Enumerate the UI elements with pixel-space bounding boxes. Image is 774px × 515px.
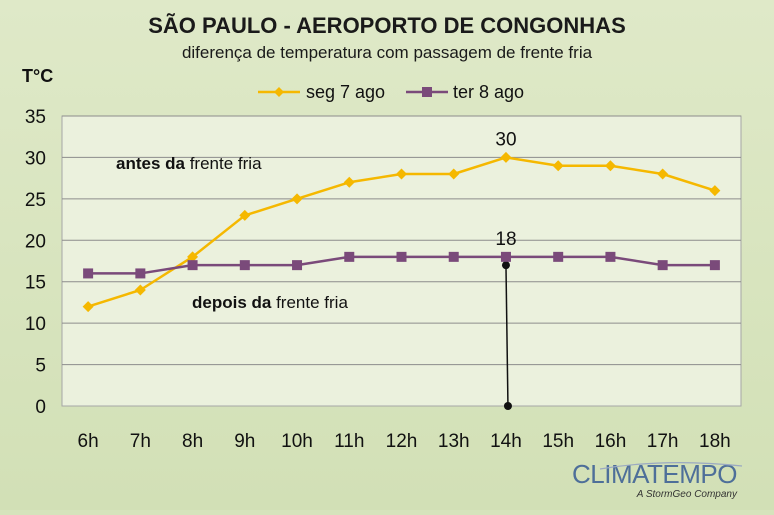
annotation-before-text: frente fria — [185, 154, 262, 173]
series-1 — [82, 151, 721, 313]
y-tick-label-25: 25 — [25, 190, 46, 211]
series-group — [82, 151, 721, 313]
y-tick-label-10: 10 — [25, 314, 46, 335]
x-tick-label-15h: 15h — [542, 431, 574, 452]
annotation-before: antes da frente fria — [116, 154, 262, 173]
point-s2-14h — [500, 251, 511, 262]
y-tick-label-20: 20 — [25, 231, 46, 252]
x-tick-labels: 6h 7h 8h 9h 10h 11h 12h 13h 14h 15h 16h 17h 18h — [78, 431, 731, 452]
y-axis-label: T°C — [22, 66, 53, 86]
x-tick-label-10h: 10h — [281, 431, 313, 452]
y-tick-label-0: 0 — [35, 397, 46, 418]
point-s2-10h — [292, 260, 303, 271]
callout-line — [501, 261, 512, 410]
legend-label-seg: seg 7 ago — [306, 82, 385, 102]
chart-subtitle: diferença de temperatura com passagem de… — [182, 43, 593, 62]
callout-dot-bottom — [503, 402, 512, 410]
point-s1-6h — [82, 301, 94, 313]
legend: seg 7 ago ter 8 ago — [258, 82, 524, 102]
point-s1-9h — [239, 209, 251, 221]
point-s1-8h — [187, 251, 199, 263]
series-2 — [83, 251, 720, 279]
x-tick-label-11h: 11h — [334, 431, 364, 452]
legend-marker-seg — [274, 87, 284, 97]
x-tick-label-13h: 13h — [438, 431, 470, 452]
chart-title: SÃO PAULO - AEROPORTO DE CONGONHAS — [148, 13, 626, 38]
gridlines — [62, 115, 741, 366]
callout-stem — [505, 265, 509, 407]
x-tick-label-6h: 6h — [78, 431, 99, 452]
point-s1-15h — [552, 160, 564, 172]
data-labels: 30 18 — [495, 129, 516, 249]
legend-marker-ter — [422, 87, 432, 97]
annotation-before-bold: antes da — [116, 154, 186, 173]
point-s2-12h — [396, 251, 407, 262]
x-tick-label-17h: 17h — [647, 431, 679, 452]
annotation-after-text: frente fria — [271, 293, 348, 312]
x-tick-label-18h: 18h — [699, 431, 731, 452]
y-tick-label-5: 5 — [35, 356, 46, 377]
point-s1-12h — [396, 168, 407, 180]
legend-label-ter: ter 8 ago — [453, 82, 524, 102]
point-s2-7h — [135, 268, 146, 279]
y-tick-label-15: 15 — [25, 273, 46, 294]
x-tick-label-14h: 14h — [490, 431, 522, 452]
data-label-30: 30 — [495, 129, 516, 150]
point-s1-17h — [657, 168, 669, 180]
x-tick-label-12h: 12h — [386, 431, 418, 452]
logo-tagline: A StormGeo Company — [636, 489, 738, 500]
point-s1-10h — [291, 193, 303, 205]
point-s2-13h — [448, 251, 459, 262]
point-s2-18h — [709, 260, 720, 271]
point-s1-7h — [134, 284, 146, 296]
point-s1-14h — [500, 151, 512, 163]
x-tick-label-8h: 8h — [182, 431, 203, 452]
y-tick-label-30: 30 — [25, 148, 46, 169]
callout-dot-top — [501, 261, 510, 270]
x-tick-label-16h: 16h — [595, 431, 627, 452]
y-tick-label-35: 35 — [25, 107, 46, 128]
point-s1-18h — [709, 185, 721, 197]
point-s1-16h — [604, 160, 616, 172]
point-s2-8h — [187, 260, 198, 271]
point-s2-15h — [553, 251, 564, 262]
y-tick-labels: 0 5 10 15 20 25 30 35 — [25, 107, 46, 418]
data-label-18: 18 — [495, 229, 516, 250]
point-s2-17h — [657, 260, 668, 271]
point-s1-11h — [343, 176, 355, 188]
x-tick-label-7h: 7h — [130, 431, 151, 452]
annotation-after: depois da frente fria — [192, 293, 348, 312]
point-s1-13h — [448, 168, 460, 180]
logo-swoosh-icon — [599, 462, 743, 470]
point-s2-9h — [239, 260, 250, 271]
x-tick-label-9h: 9h — [234, 431, 255, 452]
point-s2-16h — [605, 251, 616, 262]
annotation-after-bold: depois da — [192, 293, 272, 312]
point-s2-6h — [83, 268, 94, 279]
point-s2-11h — [344, 251, 355, 262]
